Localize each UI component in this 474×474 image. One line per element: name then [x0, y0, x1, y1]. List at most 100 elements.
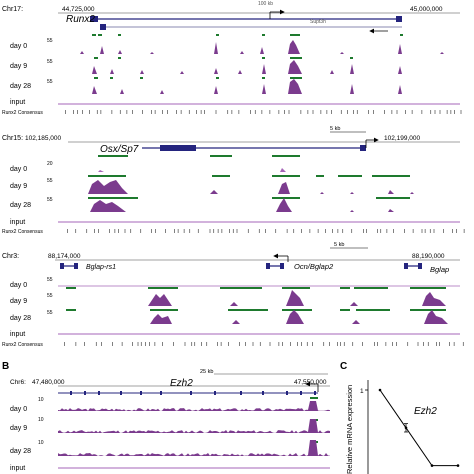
signal-track	[58, 290, 460, 306]
tick-label: 55	[47, 310, 53, 316]
exon	[120, 391, 122, 395]
chart-gene-label: Ezh2	[414, 406, 437, 417]
exon	[240, 391, 242, 395]
row-input: input	[10, 99, 25, 106]
row-day9: day 9	[10, 183, 27, 190]
peak-row	[98, 155, 300, 157]
consensus-ticks	[67, 229, 465, 233]
tick-label: 55	[47, 277, 53, 283]
exon	[140, 391, 142, 395]
tick-label: 10	[38, 417, 44, 423]
exon	[190, 391, 192, 395]
exon	[266, 263, 270, 269]
gene-right-label: Bglap	[430, 265, 449, 274]
signal-track	[58, 440, 330, 456]
tick-label: 55	[47, 79, 53, 85]
exon	[360, 145, 366, 151]
signal-track	[58, 60, 460, 74]
exon	[404, 263, 408, 269]
signal-track	[58, 419, 330, 433]
row-input: input	[10, 331, 25, 338]
panel-osx: 5 kb Chr15: 102,185,000 102,199,000 Osx/…	[2, 126, 465, 235]
signal-track	[58, 40, 460, 54]
row-day0: day 0	[10, 43, 27, 50]
peak-row	[94, 57, 353, 59]
tick-label: 20	[47, 161, 53, 167]
y-axis-label: Relative mRNA expression	[345, 385, 354, 474]
coord-left: 102,185,000	[25, 135, 62, 142]
row-day28: day 28	[10, 448, 31, 455]
scale-label: 5 kb	[334, 242, 344, 248]
exon	[70, 391, 72, 395]
row-day28: day 28	[10, 315, 31, 322]
chr-label: Chr3:	[2, 253, 19, 260]
coord-left: 44,725,000	[62, 6, 95, 13]
coord-right: 88,190,000	[412, 253, 445, 260]
row-input: input	[10, 465, 25, 472]
row-day0: day 0	[10, 406, 27, 413]
exon	[74, 263, 78, 269]
exon	[100, 24, 106, 30]
row-day28: day 28	[10, 202, 31, 209]
scale-label: 100 kb	[258, 1, 273, 7]
peak-row	[66, 287, 446, 289]
data-point	[404, 426, 408, 430]
signal-track	[58, 168, 460, 172]
panel-bglap: 5 kb Chr3: 88,174,000 88,190,000 Bglap-r…	[2, 242, 464, 348]
row-day0: day 0	[10, 166, 27, 173]
exon	[262, 391, 264, 395]
exon	[160, 391, 162, 395]
row-day9: day 9	[10, 425, 27, 432]
coord-right: 47,550,000	[294, 379, 327, 386]
row-day0: day 0	[10, 282, 27, 289]
coord-left: 47,480,000	[32, 379, 65, 386]
peak-row	[66, 309, 446, 311]
gene-label: Ezh2	[170, 378, 193, 389]
panel-c-chart: C Relative mRNA expression 1 Ezh2	[340, 361, 460, 474]
tick-label: 55	[47, 293, 53, 299]
gene-label: Runx2	[66, 14, 95, 25]
data-point	[378, 388, 382, 392]
y-tick-label: 1	[360, 388, 364, 395]
consensus-ticks	[64, 342, 464, 346]
peak-row	[88, 197, 410, 199]
signal-track	[58, 401, 330, 411]
signal-track	[58, 180, 460, 194]
tick-label: 10	[38, 397, 44, 403]
tick-label: 55	[47, 178, 53, 184]
row-day9: day 9	[10, 63, 27, 70]
consensus-ticks	[65, 110, 462, 114]
gene-mid-label: Ocn/Bglap2	[294, 262, 334, 271]
panel-letter-c: C	[340, 361, 347, 372]
coord-right: 45,000,000	[410, 6, 443, 13]
scale-label: 5 kb	[330, 126, 340, 132]
exon	[286, 391, 288, 395]
exon	[280, 263, 284, 269]
chr-label: Chr15:	[2, 135, 23, 142]
consensus-label: Runx2 Consensus	[2, 110, 43, 116]
tick-label: 55	[47, 59, 53, 65]
data-point	[456, 464, 460, 467]
exon	[314, 391, 316, 395]
signal-track	[58, 79, 460, 94]
series-line	[379, 389, 458, 467]
exon	[90, 16, 98, 22]
peak-row	[92, 34, 403, 36]
exons	[70, 391, 316, 395]
exon	[418, 263, 422, 269]
gene-left-label: Bglap-rs1	[86, 264, 116, 271]
exon	[98, 391, 100, 395]
signal-track	[58, 198, 460, 212]
tick-label: 10	[38, 440, 44, 446]
tick-label: 55	[47, 38, 53, 44]
peak	[310, 397, 318, 399]
panel-b-ezh2: B 25 kb Chr6: 47,480,000 47,550,000 Ezh2…	[2, 361, 330, 472]
chart-marks	[378, 388, 460, 467]
exon	[160, 145, 196, 151]
scale-label: 25 kb	[200, 369, 213, 375]
exon	[300, 391, 302, 395]
signal-track	[58, 310, 460, 324]
coord-right: 102,199,000	[384, 135, 421, 142]
consensus-label: Runx2 Consensus	[2, 342, 43, 348]
